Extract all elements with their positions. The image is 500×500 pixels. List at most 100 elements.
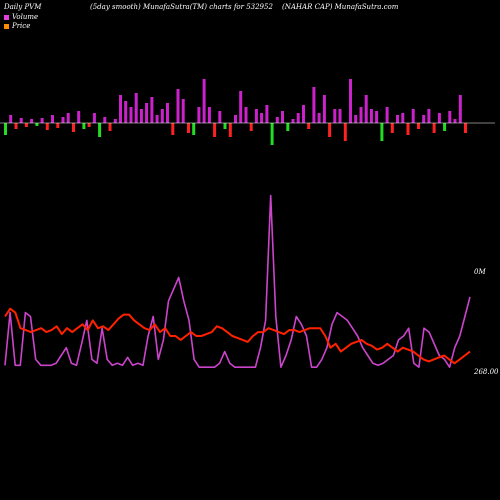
volume-bar [19,118,23,123]
volume-bar [453,119,457,123]
volume-bar [286,123,290,131]
volume-bar [187,123,190,133]
volume-bar [134,93,138,123]
legend-price-label: Price [12,22,31,30]
volume-bar [390,123,394,133]
volume-bar [249,123,253,131]
volume-bar [417,123,420,129]
volume-bar [270,123,274,145]
volume-bar [275,117,279,123]
volume-bar [458,95,462,123]
header-right: (NAHAR CAP) MunafaSutra.com [282,3,399,11]
volume-bar [296,113,300,123]
volume-bar [343,123,347,141]
volume-bar [14,123,18,129]
volume-bar [66,113,70,123]
volume-bar [181,99,185,123]
volume-bar [281,111,284,123]
volume-bar [40,118,44,123]
volume-bar [72,123,75,132]
volume-bar [464,123,467,133]
volume-bar [239,91,243,123]
legend-price: Price [4,22,30,30]
volume-bar [369,109,373,123]
price-line [4,307,471,365]
volume-bar [364,95,368,123]
volume-bar [422,115,426,123]
volume-bar [87,123,91,127]
volume-bar [155,115,159,123]
legend-volume: Volume [4,13,38,21]
volume-bar [385,107,389,123]
volume-bar [228,123,232,137]
volume-bar [322,95,326,123]
price-volume-lines [4,194,471,369]
volume-bar [380,123,384,141]
volume-bar [35,123,39,126]
volume-bar [45,123,49,130]
volume-bar [312,87,316,123]
volume-bar [119,95,122,123]
volume-bar [56,123,60,128]
volume-bar [359,107,363,123]
volume-bar [307,123,311,129]
volume-bar [129,107,133,123]
volume-bar [443,123,447,131]
volume-bar [354,115,358,123]
legend-price-swatch [4,23,9,29]
volume-bar [4,123,7,135]
volume-bar [432,123,436,133]
header-center: (5day smooth) MunafaSutra(TM) charts for… [90,3,273,11]
volume-bar [223,123,227,129]
volume-bar [171,123,175,135]
volume-bar [317,113,321,123]
volume-bar [411,109,415,123]
legend-volume-label: Volume [12,13,39,21]
volume-bar [213,123,217,137]
volume-bar [192,123,196,135]
volume-bar [113,119,117,123]
volume-bar [291,119,295,123]
volume-bar [160,109,164,123]
volume-bar [77,111,81,123]
volume-bar [139,109,143,123]
volume-bar [82,123,86,129]
header-left: Daily PVM [4,3,42,11]
volume-bar [51,115,54,123]
volume-bar [108,123,112,131]
volume-bar [338,109,342,123]
volume-bar [401,113,405,123]
volume-bar [92,113,96,123]
volume-bar [124,101,128,123]
volume-bar [202,79,206,123]
volume-line [4,194,471,369]
volume-bar [98,123,102,137]
volume-bar [437,113,441,123]
volume-bar [349,79,352,123]
volume-bar [427,109,431,123]
volume-bar [328,123,332,137]
volume-bar [254,109,258,123]
volume-bar [103,117,107,123]
volume-bar [234,115,237,123]
volume-bar [302,105,305,123]
volume-bar [9,115,13,123]
volume-bar [30,119,34,123]
volume-bar [244,107,248,123]
volume-bar [176,89,180,123]
volume-bar [448,111,452,123]
volume-bar [396,115,399,123]
volume-bar [375,111,379,123]
volume-bar [207,107,211,123]
volume-bar [260,113,264,123]
volume-bar [166,103,169,123]
volume-bar [333,109,337,123]
volume-bar [145,103,149,123]
volume-bar [24,123,28,127]
legend-volume-swatch [4,14,9,20]
volume-bar [218,111,222,123]
right-label-volume: 0M [474,268,486,276]
volume-bar [265,105,269,123]
